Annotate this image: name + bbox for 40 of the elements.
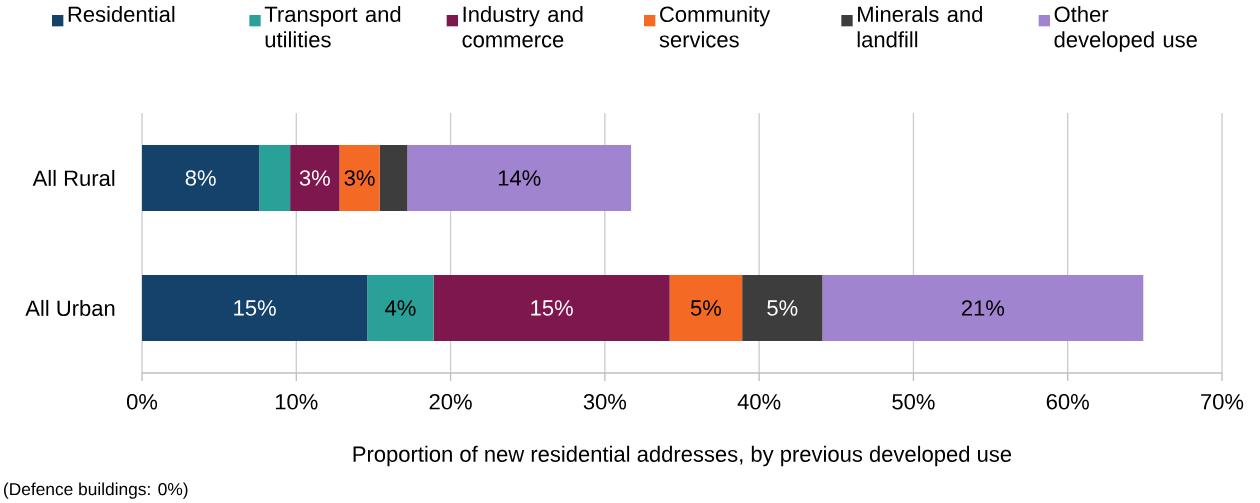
- legend-label: Transport and utilities: [264, 5, 401, 48]
- data-label: 21%: [961, 300, 1005, 316]
- bar: [669, 274, 743, 341]
- bar: [407, 145, 632, 211]
- bar: [142, 274, 368, 341]
- bar: [142, 145, 260, 211]
- data-label: 8%: [185, 170, 216, 186]
- data-label: 3%: [344, 170, 375, 186]
- x-tick-label: 40%: [737, 393, 781, 410]
- legend-label: Community services: [659, 5, 771, 48]
- x-tick-label: 10%: [275, 393, 318, 410]
- bar: [433, 274, 670, 341]
- data-label: 15%: [531, 300, 573, 316]
- bar: [339, 145, 380, 211]
- legend-label: Residential: [68, 5, 175, 23]
- x-tick-label: 0%: [126, 393, 158, 410]
- bar: [822, 274, 1144, 341]
- y-tick-label: All Urban: [25, 299, 115, 317]
- x-tick-label: 30%: [583, 393, 627, 410]
- data-label: 5%: [690, 300, 722, 316]
- x-tick-label: 50%: [892, 393, 935, 410]
- legend-label: Other developed use: [1054, 5, 1197, 52]
- bar: [379, 145, 408, 211]
- x-tick-label: 70%: [1201, 393, 1244, 410]
- data-label: 4%: [385, 300, 416, 316]
- x-axis-title: Proportion of new residential addresses, by previous developed use: [353, 445, 1012, 467]
- x-tick-label: 20%: [429, 393, 472, 410]
- x-tick-label: 60%: [1046, 393, 1089, 410]
- y-tick-label: All Rural: [32, 169, 115, 187]
- bar: [259, 145, 291, 211]
- data-label: 14%: [498, 170, 541, 186]
- data-label: 3%: [299, 170, 330, 186]
- data-label: 5%: [767, 300, 798, 316]
- text: (Defence buildings: 0%): [4, 482, 188, 499]
- data-label: 15%: [234, 300, 276, 316]
- bar: [742, 274, 823, 341]
- bar: [367, 274, 434, 341]
- legend-label: Minerals and landfill: [857, 5, 982, 48]
- legend-label: Industry and commerce: [462, 5, 583, 48]
- bar: [290, 145, 340, 211]
